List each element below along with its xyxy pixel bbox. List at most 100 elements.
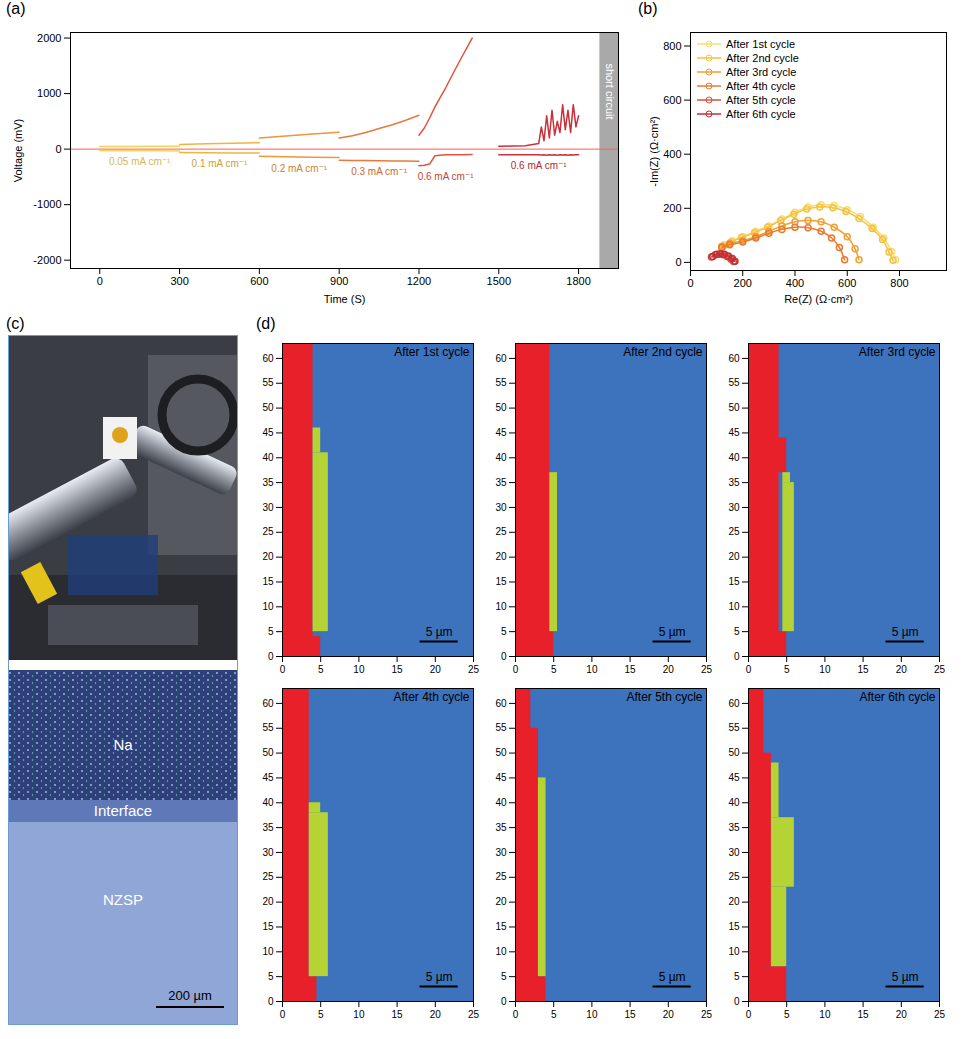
svg-text:800: 800 (890, 277, 908, 289)
svg-text:5 µm: 5 µm (892, 625, 919, 639)
svg-text:25: 25 (262, 526, 274, 537)
svg-text:35: 35 (495, 477, 507, 488)
svg-text:Na: Na (113, 736, 133, 753)
svg-text:0: 0 (97, 275, 103, 287)
svg-text:55: 55 (262, 722, 274, 733)
svg-text:50: 50 (728, 747, 740, 758)
svg-text:800: 800 (663, 40, 681, 52)
svg-text:30: 30 (262, 502, 274, 513)
svg-text:30: 30 (728, 847, 740, 858)
svg-text:55: 55 (728, 377, 740, 388)
svg-text:After 5th cycle: After 5th cycle (626, 690, 702, 704)
svg-text:20: 20 (262, 896, 274, 907)
svg-text:10: 10 (262, 946, 274, 957)
svg-text:40: 40 (728, 452, 740, 463)
svg-text:10: 10 (353, 664, 365, 675)
svg-text:10: 10 (586, 1009, 598, 1020)
svg-text:45: 45 (495, 427, 507, 438)
svg-text:15: 15 (392, 1009, 404, 1020)
svg-text:-Im(Z) (Ω·cm²): -Im(Z) (Ω·cm²) (648, 116, 660, 187)
svg-text:0.2 mA cm⁻¹: 0.2 mA cm⁻¹ (271, 163, 328, 174)
svg-text:35: 35 (262, 822, 274, 833)
svg-text:45: 45 (495, 772, 507, 783)
svg-text:15: 15 (495, 921, 507, 932)
svg-text:40: 40 (495, 797, 507, 808)
svg-text:900: 900 (330, 275, 348, 287)
svg-text:0.6 mA cm⁻¹: 0.6 mA cm⁻¹ (511, 160, 568, 171)
svg-text:60: 60 (495, 698, 507, 709)
svg-text:5: 5 (268, 971, 274, 982)
svg-text:20: 20 (728, 896, 740, 907)
svg-text:200 µm: 200 µm (168, 988, 212, 1003)
svg-text:40: 40 (262, 452, 274, 463)
svg-text:5: 5 (501, 626, 507, 637)
svg-text:40: 40 (728, 797, 740, 808)
svg-text:5 µm: 5 µm (426, 625, 453, 639)
svg-text:10: 10 (819, 664, 831, 675)
svg-text:5: 5 (784, 1009, 790, 1020)
svg-text:20: 20 (663, 664, 675, 675)
svg-text:0.3 mA cm⁻¹: 0.3 mA cm⁻¹ (351, 166, 408, 177)
svg-text:30: 30 (495, 502, 507, 513)
svg-text:35: 35 (728, 477, 740, 488)
svg-text:0: 0 (687, 277, 693, 289)
svg-text:1800: 1800 (566, 275, 590, 287)
svg-text:200: 200 (734, 277, 752, 289)
svg-text:20: 20 (495, 896, 507, 907)
svg-text:15: 15 (625, 664, 637, 675)
svg-text:20: 20 (430, 1009, 442, 1020)
svg-text:0.1 mA cm⁻¹: 0.1 mA cm⁻¹ (192, 158, 249, 169)
svg-text:25: 25 (468, 664, 480, 675)
svg-text:55: 55 (495, 722, 507, 733)
svg-text:0.6 mA cm⁻¹: 0.6 mA cm⁻¹ (418, 171, 475, 182)
svg-text:20: 20 (262, 551, 274, 562)
svg-text:5: 5 (318, 1009, 324, 1020)
svg-text:5: 5 (501, 971, 507, 982)
svg-text:45: 45 (728, 772, 740, 783)
svg-text:15: 15 (858, 664, 870, 675)
svg-text:60: 60 (495, 353, 507, 364)
svg-text:0: 0 (280, 1009, 286, 1020)
svg-text:600: 600 (838, 277, 856, 289)
svg-text:55: 55 (495, 377, 507, 388)
svg-text:0: 0 (280, 664, 286, 675)
svg-text:5: 5 (318, 664, 324, 675)
svg-text:25: 25 (468, 1009, 480, 1020)
svg-text:15: 15 (495, 576, 507, 587)
svg-text:1500: 1500 (487, 275, 511, 287)
svg-text:5: 5 (268, 626, 274, 637)
svg-text:35: 35 (728, 822, 740, 833)
svg-text:0.05 mA cm⁻¹: 0.05 mA cm⁻¹ (109, 156, 171, 167)
svg-text:600: 600 (250, 275, 268, 287)
svg-text:Re(Z) (Ω·cm²): Re(Z) (Ω·cm²) (784, 293, 853, 305)
svg-text:400: 400 (663, 148, 681, 160)
svg-text:NZSP: NZSP (103, 891, 143, 908)
svg-text:-2000: -2000 (33, 254, 61, 266)
svg-text:45: 45 (262, 427, 274, 438)
svg-text:10: 10 (728, 946, 740, 957)
svg-text:Interface: Interface (94, 802, 152, 819)
svg-text:After 4th cycle: After 4th cycle (393, 690, 469, 704)
svg-text:5: 5 (734, 971, 740, 982)
svg-text:10: 10 (586, 664, 598, 675)
svg-text:After 6th cycle: After 6th cycle (859, 690, 935, 704)
svg-text:0: 0 (734, 996, 740, 1007)
svg-text:400: 400 (786, 277, 804, 289)
svg-text:10: 10 (495, 946, 507, 957)
svg-text:30: 30 (262, 847, 274, 858)
svg-text:After 3rd cycle: After 3rd cycle (859, 345, 936, 359)
svg-text:0: 0 (55, 143, 61, 155)
svg-text:55: 55 (728, 722, 740, 733)
svg-text:200: 200 (663, 202, 681, 214)
svg-text:60: 60 (728, 353, 740, 364)
svg-text:15: 15 (728, 921, 740, 932)
svg-text:40: 40 (495, 452, 507, 463)
svg-text:30: 30 (728, 502, 740, 513)
svg-text:0: 0 (746, 1009, 752, 1020)
svg-text:25: 25 (934, 664, 946, 675)
svg-text:25: 25 (701, 664, 713, 675)
svg-text:short circuit: short circuit (604, 63, 616, 119)
svg-text:45: 45 (728, 427, 740, 438)
svg-text:15: 15 (262, 921, 274, 932)
svg-text:10: 10 (728, 601, 740, 612)
